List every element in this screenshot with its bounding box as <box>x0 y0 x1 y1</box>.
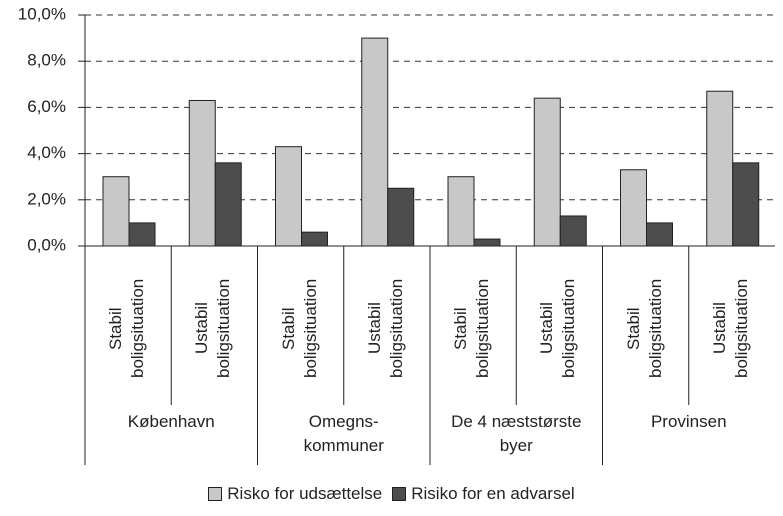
bar <box>646 222 673 247</box>
x-tick-label: Stabil boligsituation <box>106 278 148 379</box>
bar <box>533 97 561 247</box>
bar <box>214 162 242 247</box>
legend-swatch <box>392 487 407 501</box>
y-tick-label: 0,0% <box>27 235 66 254</box>
x-tick-label: Ustabil boligsituation <box>709 278 751 379</box>
group-label: København <box>127 412 215 431</box>
bar <box>128 222 156 247</box>
y-tick-label: 8,0% <box>27 51 66 70</box>
group-label: Provinsen <box>650 412 727 431</box>
x-tick-label: Stabil boligsituation <box>278 278 320 379</box>
legend-label: Risiko for en advarsel <box>411 484 575 503</box>
y-tick-label: 6,0% <box>27 97 66 116</box>
bar <box>387 187 415 247</box>
legend-item: Risko for udsættelse <box>208 484 382 504</box>
legend: Risko for udsættelse Risiko for en advars… <box>0 484 783 504</box>
bar <box>301 231 328 247</box>
y-tick-label: 10,0% <box>18 4 66 23</box>
bar <box>620 169 647 247</box>
bar <box>188 99 216 247</box>
group-label: De 4 næststørste byer <box>451 412 582 455</box>
y-tick-label: 4,0% <box>27 143 66 162</box>
x-tick-label: Ustabil boligsituation <box>537 278 579 379</box>
legend-item: Risiko for en advarsel <box>392 484 575 504</box>
x-tick-label: Ustabil boligsituation <box>192 278 234 379</box>
y-tick-label: 2,0% <box>27 189 66 208</box>
bar <box>275 146 302 247</box>
bar <box>102 176 130 247</box>
bar <box>559 215 587 247</box>
x-tick-label: Stabil boligsituation <box>451 278 493 379</box>
group-label: Omegns-kommuner <box>303 412 384 455</box>
legend-swatch <box>208 487 223 501</box>
x-tick-label: Stabil boligsituation <box>623 278 665 379</box>
bar <box>732 162 760 247</box>
bar <box>447 176 475 247</box>
bar <box>361 37 389 247</box>
x-tick-label: Ustabil boligsituation <box>364 278 406 379</box>
legend-label: Risko for udsættelse <box>227 484 383 503</box>
bar <box>473 238 501 247</box>
bar <box>706 90 734 247</box>
